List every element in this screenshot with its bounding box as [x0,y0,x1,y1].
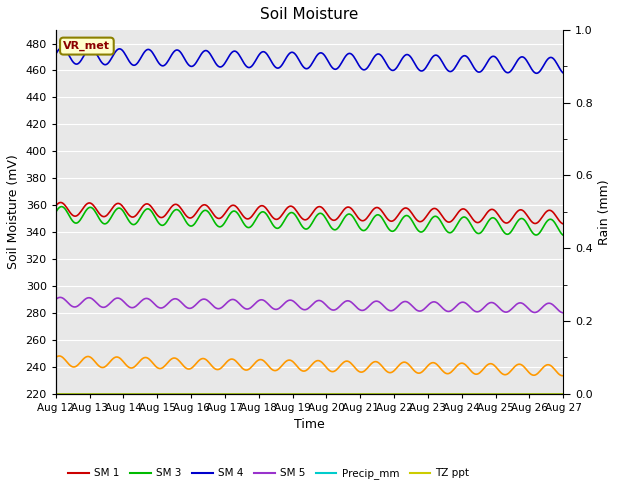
SM 5 [297,305,305,311]
Precip_mm [326,391,334,396]
SM 3 [469,225,477,230]
Precip_mm [354,391,362,396]
Precip_mm [52,391,60,396]
SM 2 [52,355,60,360]
SM 4 [559,70,567,76]
SM 5 [56,295,64,300]
SM 4 [58,45,66,50]
SM 2 [355,369,363,374]
SM 2 [469,370,477,375]
TZ ppt [354,391,362,396]
SM 3 [294,216,301,222]
SM 3 [58,204,66,209]
SM 3 [297,221,305,227]
SM 3 [355,224,363,229]
TZ ppt [293,391,301,396]
SM 2 [55,353,63,359]
SM 1 [328,216,335,222]
Precip_mm [296,391,303,396]
SM 1 [57,200,65,205]
SM 5 [52,297,60,302]
SM 4 [294,55,301,61]
Y-axis label: Rain (mm): Rain (mm) [598,179,611,245]
SM 4 [52,51,60,57]
Precip_mm [293,391,301,396]
SM 5 [294,302,301,308]
Precip_mm [468,391,476,396]
TZ ppt [559,391,567,396]
Text: VR_met: VR_met [63,41,110,51]
SM 5 [559,310,567,316]
SM 5 [328,307,335,312]
SM 4 [549,56,557,61]
SM 1 [52,203,60,209]
SM 4 [297,60,305,66]
Precip_mm [559,391,567,396]
SM 5 [548,301,556,307]
Y-axis label: Soil Moisture (mV): Soil Moisture (mV) [7,155,20,269]
SM 2 [297,367,305,373]
SM 1 [297,214,305,220]
SM 2 [558,373,566,379]
TZ ppt [547,391,555,396]
TZ ppt [468,391,476,396]
SM 4 [533,71,541,76]
SM 1 [469,216,477,222]
Line: SM 3: SM 3 [56,206,563,235]
Line: SM 4: SM 4 [56,48,563,73]
SM 3 [548,217,556,223]
SM 5 [355,306,363,312]
SM 1 [294,210,301,216]
X-axis label: Time: Time [294,418,325,431]
TZ ppt [296,391,303,396]
SM 1 [548,208,556,214]
SM 4 [469,63,477,69]
SM 1 [355,216,363,221]
SM 3 [559,232,567,238]
SM 4 [328,64,335,70]
SM 2 [548,364,556,370]
SM 2 [328,369,335,374]
Legend: SM 1, SM 2, SM 3, SM 4, SM 5, Precip_mm, TZ ppt: SM 1, SM 2, SM 3, SM 4, SM 5, Precip_mm,… [64,464,474,480]
TZ ppt [52,391,60,396]
SM 2 [559,373,567,379]
Line: SM 2: SM 2 [56,356,563,376]
SM 2 [294,364,301,370]
SM 3 [328,225,335,230]
Precip_mm [547,391,555,396]
SM 5 [469,307,477,312]
SM 4 [355,62,363,68]
Title: Soil Moisture: Soil Moisture [260,7,358,22]
Line: SM 1: SM 1 [56,203,563,224]
TZ ppt [326,391,334,396]
SM 3 [52,209,60,215]
SM 1 [559,221,567,227]
Line: SM 5: SM 5 [56,298,563,313]
